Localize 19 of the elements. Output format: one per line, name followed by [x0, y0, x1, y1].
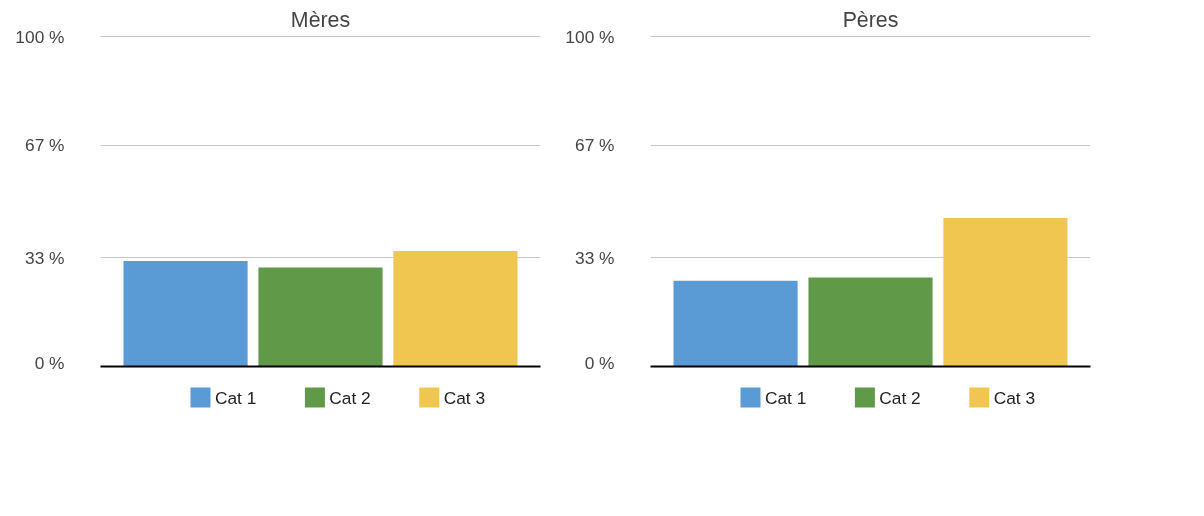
bar: [673, 280, 798, 367]
chart-title: Pères: [842, 7, 899, 32]
y-tick-label: 0 %: [34, 352, 65, 373]
y-tick-label: 67 %: [25, 135, 65, 156]
legend-label: Cat 3: [993, 387, 1036, 408]
legend-label: Cat 1: [764, 387, 807, 408]
bar: [943, 218, 1068, 367]
bar: [808, 277, 933, 367]
legend-label: Cat 2: [329, 387, 371, 408]
y-tick-label: 33 %: [25, 247, 65, 268]
legend-label: Cat 2: [879, 387, 921, 408]
legend-label: Cat 3: [443, 387, 486, 408]
y-tick-label: 0 %: [584, 352, 615, 373]
y-tick-label: 33 %: [575, 247, 615, 268]
chart-title: Mères: [290, 7, 351, 32]
y-tick-label: 100 %: [565, 26, 615, 47]
legend-label: Cat 1: [214, 387, 257, 408]
y-tick-label: 67 %: [575, 135, 615, 156]
y-tick-label: 100 %: [15, 26, 65, 47]
